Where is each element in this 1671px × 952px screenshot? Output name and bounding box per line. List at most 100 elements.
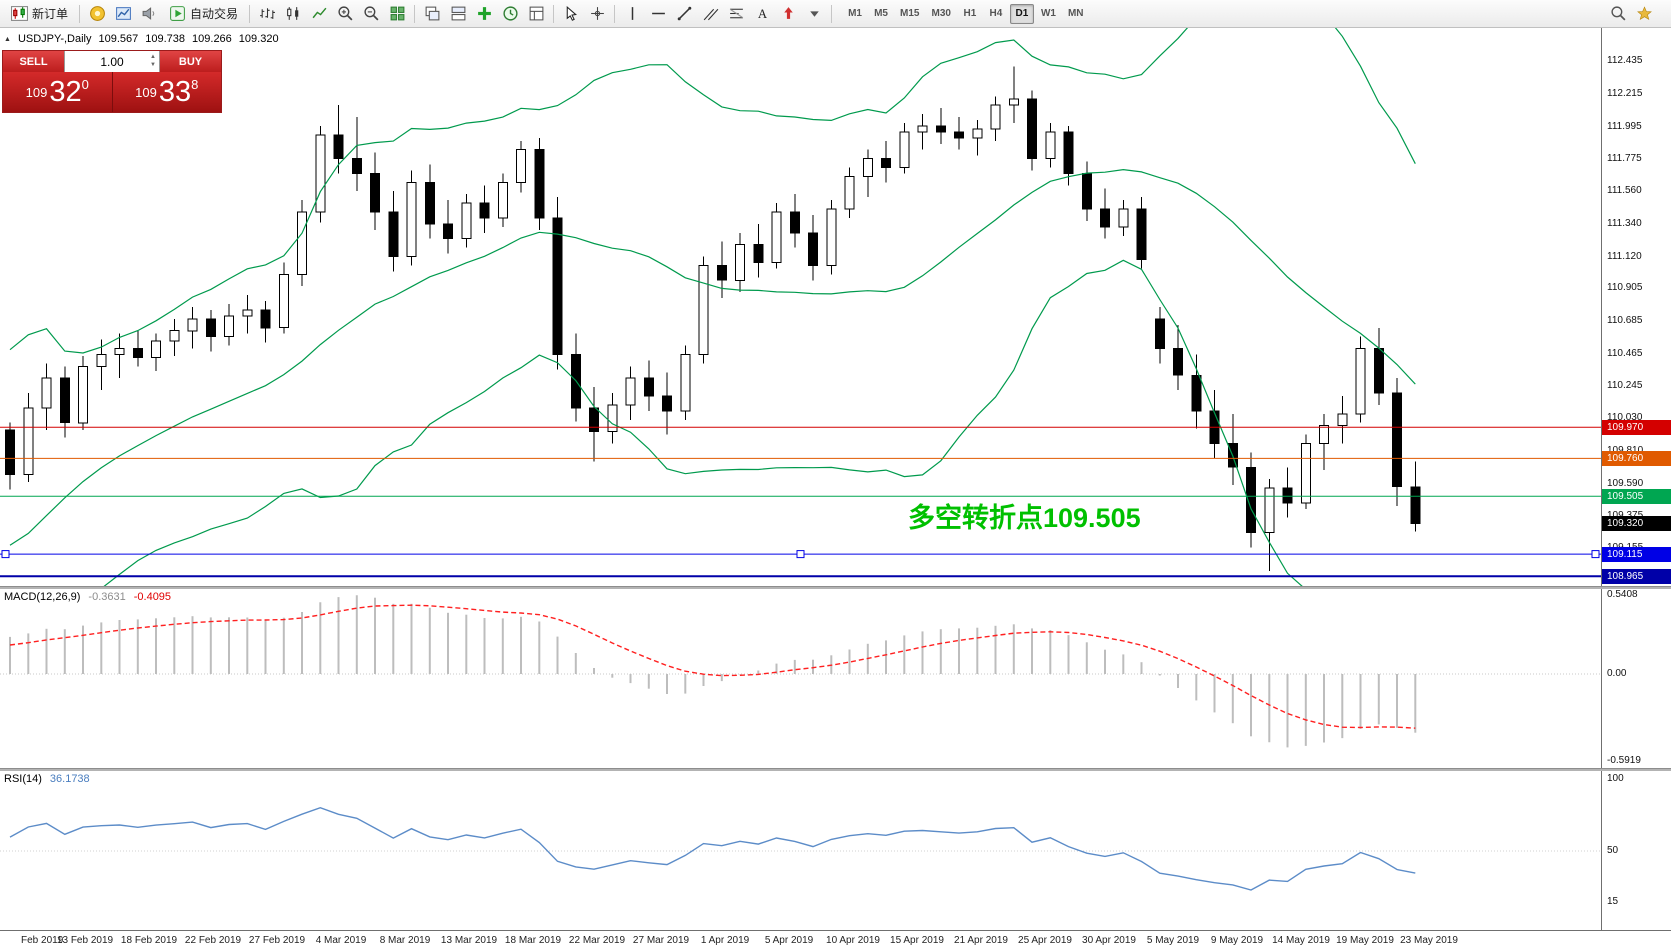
rsi-axis-label: 15 xyxy=(1607,895,1619,907)
volume-input[interactable]: 1.00 ▲ ▼ xyxy=(64,51,160,72)
timeframe-m5-button[interactable]: M5 xyxy=(874,8,888,19)
price-tick: 111.120 xyxy=(1607,250,1642,262)
sell-price-pip: 0 xyxy=(81,76,89,92)
candle xyxy=(1319,413,1329,471)
sell-button[interactable]: SELL xyxy=(3,51,64,72)
cascade-windows-icon xyxy=(425,6,439,21)
toolbar-right xyxy=(1605,3,1667,25)
timeframe-h1-button[interactable]: H1 xyxy=(963,8,977,19)
vertical-line-button[interactable] xyxy=(620,3,644,25)
autotrading-button[interactable]: 自动交易 xyxy=(163,3,244,25)
date-label: 5 May 2019 xyxy=(1146,935,1200,946)
chart-ohlc-header: ▲ USDJPY-,Daily 109.567 109.738 109.266 … xyxy=(4,33,279,45)
price-tick: 110.465 xyxy=(1607,347,1643,359)
price-tick: 111.560 xyxy=(1607,185,1642,197)
one-click-collapse-icon[interactable]: ▲ xyxy=(4,35,11,43)
candle xyxy=(497,173,508,227)
candle xyxy=(662,372,672,435)
community-button[interactable] xyxy=(85,3,109,25)
buy-button[interactable]: BUY xyxy=(160,51,221,72)
charts-window-button[interactable] xyxy=(111,3,135,25)
candle xyxy=(735,232,745,293)
zoom-out-button[interactable] xyxy=(359,3,383,25)
text-tool-button[interactable]: A xyxy=(750,3,774,25)
new-order-icon xyxy=(11,6,28,21)
cascade-windows-button[interactable] xyxy=(420,3,444,25)
price-badge: 109.115 xyxy=(1602,546,1671,562)
line-handle[interactable] xyxy=(796,550,805,559)
timeframe-mn-button[interactable]: MN xyxy=(1067,8,1084,19)
spinner-down-icon[interactable]: ▼ xyxy=(150,62,156,68)
price-badge: 109.760 xyxy=(1602,450,1671,466)
line-handle[interactable] xyxy=(1,550,10,559)
timeframe-m30-button[interactable]: M30 xyxy=(931,8,951,19)
toolbar-separator xyxy=(553,4,555,23)
new-order-button[interactable]: 新订单 xyxy=(5,3,74,25)
timeframe-m15-button[interactable]: M15 xyxy=(900,8,920,19)
date-label: 30 Apr 2019 xyxy=(1082,935,1136,946)
panel-separator[interactable] xyxy=(0,768,1671,771)
sell-price[interactable]: 109 32 0 xyxy=(3,72,113,112)
price-chart[interactable] xyxy=(0,28,1601,930)
tile-windows-button[interactable] xyxy=(385,3,409,25)
candle xyxy=(643,360,654,411)
periods-button[interactable] xyxy=(498,3,522,25)
channel-button[interactable] xyxy=(698,3,722,25)
cursor-button[interactable] xyxy=(559,3,583,25)
arrow-tool-icon xyxy=(783,7,793,19)
candle xyxy=(862,149,873,198)
trendline-button[interactable] xyxy=(672,3,696,25)
candle xyxy=(315,125,326,223)
zoom-in-button[interactable] xyxy=(333,3,357,25)
indicators-button[interactable] xyxy=(472,3,496,25)
arrange-windows-button[interactable] xyxy=(446,3,470,25)
timeframe-d1-button[interactable]: D1 xyxy=(1009,3,1034,24)
timeframe-h4-button[interactable]: H4 xyxy=(989,8,1003,19)
candle xyxy=(461,194,472,248)
buy-price-pip: 8 xyxy=(191,76,199,92)
candle xyxy=(297,200,307,287)
date-label: Feb 2019 xyxy=(21,935,64,946)
fibonacci-button[interactable] xyxy=(724,3,748,25)
candle xyxy=(23,393,34,483)
candle xyxy=(589,387,599,462)
template-icon xyxy=(529,6,543,21)
bollinger-upper-line xyxy=(9,28,1416,354)
timeframe-w1-button[interactable]: W1 xyxy=(1040,8,1056,19)
date-axis[interactable]: Feb 2019 13 Feb 2019 18 Feb 2019 22 Feb 201… xyxy=(0,930,1671,952)
candle xyxy=(41,363,52,431)
spinner-up-icon[interactable]: ▲ xyxy=(150,54,156,60)
arrange-windows-icon xyxy=(451,6,465,21)
price-axis[interactable]: 112.435 112.215 111.995 111.775 111.560 111.3… xyxy=(1601,28,1671,930)
line-chart-button[interactable] xyxy=(307,3,331,25)
templates-button[interactable] xyxy=(524,3,548,25)
main-toolbar: 新订单 自动交易 A M1 M5 M15 M xyxy=(0,0,1671,28)
candle xyxy=(187,307,198,349)
horizontal-line-button[interactable] xyxy=(646,3,670,25)
date-label: 25 Apr 2019 xyxy=(1018,935,1072,946)
volume-spinner[interactable]: ▲ ▼ xyxy=(150,53,156,69)
buy-price[interactable]: 109 33 8 xyxy=(113,72,222,112)
svg-text:A: A xyxy=(757,7,767,21)
candle xyxy=(1100,188,1110,239)
symbol-period-label: USDJPY-,Daily xyxy=(17,33,92,45)
bar-chart-button[interactable] xyxy=(255,3,279,25)
candle xyxy=(1154,307,1165,364)
drawing-tools-dropdown[interactable] xyxy=(802,3,826,25)
candlestick-chart-button[interactable] xyxy=(281,3,305,25)
pivot-annotation[interactable]: 多空转折点109.505 xyxy=(908,503,1141,533)
date-label: 5 Apr 2019 xyxy=(764,935,814,946)
candle xyxy=(114,333,125,379)
search-button[interactable] xyxy=(1606,3,1630,25)
arrows-tool-button[interactable] xyxy=(776,3,800,25)
volume-value: 1.00 xyxy=(100,54,124,69)
alerts-button[interactable] xyxy=(137,3,161,25)
timeframe-m1-button[interactable]: M1 xyxy=(848,8,862,19)
candle xyxy=(1264,479,1275,572)
favorites-button[interactable] xyxy=(1632,3,1656,25)
candle xyxy=(1191,354,1202,429)
line-handle[interactable] xyxy=(1591,550,1600,559)
crosshair-button[interactable] xyxy=(585,3,609,25)
panel-separator[interactable] xyxy=(0,586,1671,589)
